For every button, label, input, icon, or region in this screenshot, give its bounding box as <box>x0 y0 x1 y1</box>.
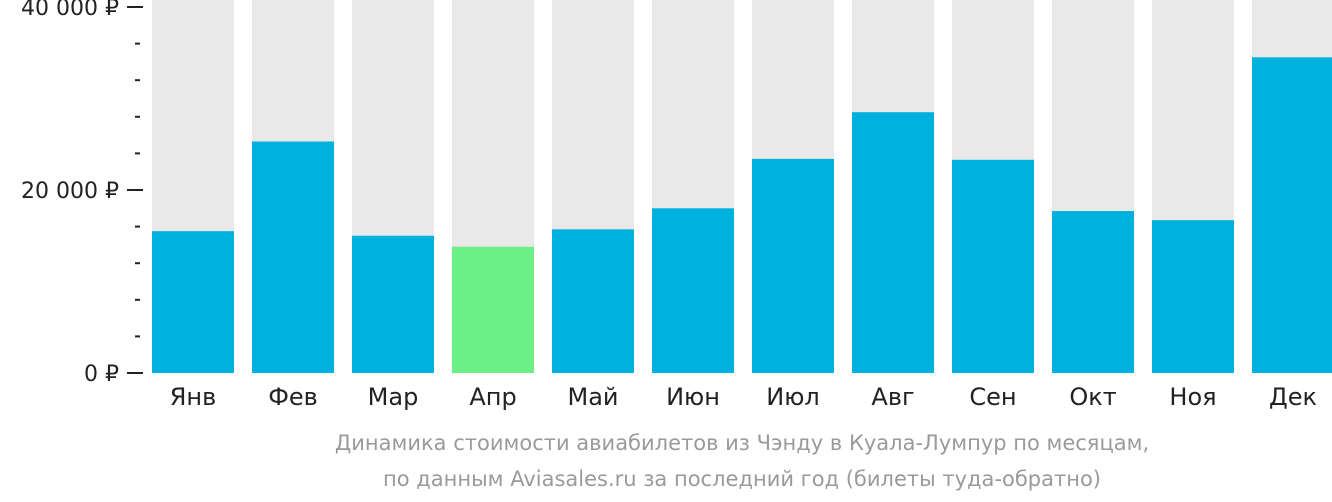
y-tick-label: 20 000 ₽ <box>21 179 119 204</box>
bar-chart: 0 ₽ 20 000 ₽ 40 000 ₽ Янв Фев Мар Апр Май Июн Ию… <box>21 0 1332 411</box>
bar <box>752 158 834 373</box>
x-tick-label: Апр <box>469 383 516 411</box>
caption-line-1: Динамика стоимости авиабилетов из Чэнду … <box>334 431 1150 455</box>
x-tick-label: Ноя <box>1169 383 1216 411</box>
bar <box>1152 220 1234 373</box>
bar <box>1052 211 1134 373</box>
bar <box>452 246 534 373</box>
bar <box>352 235 434 373</box>
bar <box>552 229 634 373</box>
y-tick-label: 40 000 ₽ <box>21 0 119 21</box>
y-axis: 0 ₽ 20 000 ₽ 40 000 ₽ <box>21 0 143 387</box>
bar <box>952 159 1034 373</box>
x-tick-label: Окт <box>1069 383 1116 411</box>
caption-line-2: по данным Aviasales.ru за последний год … <box>383 467 1101 491</box>
x-tick-label: Янв <box>170 383 217 411</box>
x-tick-label: Дек <box>1269 383 1317 411</box>
bars-group <box>152 0 1332 373</box>
x-tick-label: Май <box>567 383 618 411</box>
bar <box>252 141 334 373</box>
x-tick-label: Фев <box>268 383 318 411</box>
bar <box>852 112 934 373</box>
y-tick-label: 0 ₽ <box>84 362 119 387</box>
x-axis-labels: Янв Фев Мар Апр Май Июн Июл Авг Сен Окт Ноя Дек <box>170 383 1317 411</box>
bar <box>1252 57 1332 373</box>
x-tick-label: Мар <box>368 383 419 411</box>
x-tick-label: Авг <box>871 383 914 411</box>
x-tick-label: Июл <box>766 383 820 411</box>
x-tick-label: Сен <box>969 383 1016 411</box>
bar <box>152 231 234 373</box>
x-tick-label: Июн <box>666 383 720 411</box>
bar <box>652 208 734 373</box>
